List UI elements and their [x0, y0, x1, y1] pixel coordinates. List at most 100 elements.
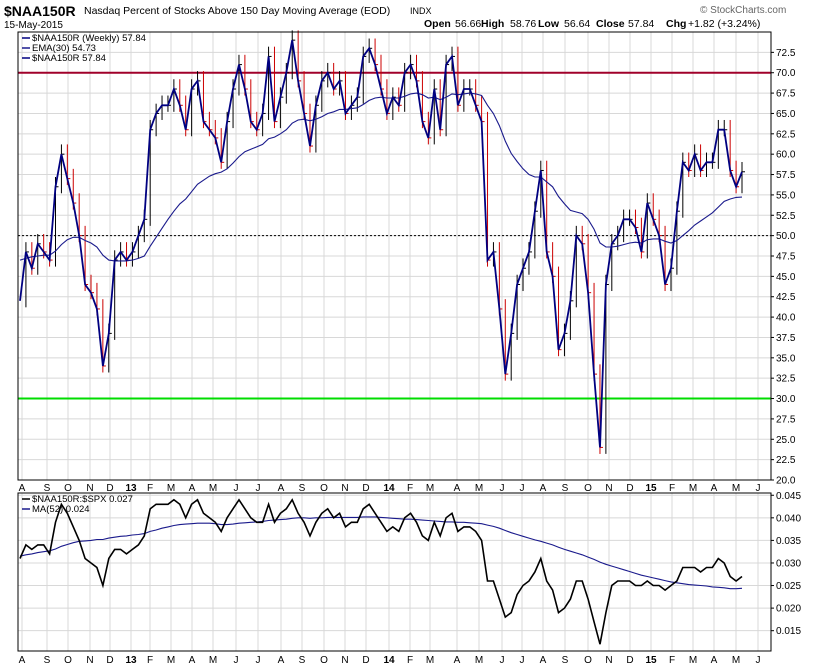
main-x-tick-label: O — [64, 483, 72, 494]
main-x-tick-label: S — [299, 483, 306, 494]
main-legend-label: $NAA150R 57.84 — [32, 53, 106, 64]
ratio-x-tick-label: F — [147, 655, 153, 666]
main-y-tick-label: 57.5 — [776, 170, 796, 181]
ratio-legend-label: $NAA150R:$SPX 0.027 — [32, 494, 133, 505]
main-x-tick-label: J — [500, 483, 505, 494]
main-y-tick-label: 32.5 — [776, 374, 796, 385]
close-label: Close — [596, 18, 625, 30]
ratio-x-tick-label: F — [669, 655, 675, 666]
main-x-tick-label: F — [407, 483, 413, 494]
ratio-x-tick-label: J — [256, 655, 261, 666]
chart-date: 15-May-2015 — [4, 20, 63, 31]
ratio-x-tick-label: S — [299, 655, 306, 666]
main-x-tick-label: 14 — [383, 483, 395, 494]
main-y-tick-label: 27.5 — [776, 414, 796, 425]
main-y-tick-label: 47.5 — [776, 252, 796, 263]
ratio-x-axis: A S O N D 13 F M A M J J A S O N D 14 F M A M J J A S O N D 15 F M A M J — [19, 655, 761, 666]
main-x-tick-label: A — [189, 483, 196, 494]
ratio-y-tick-label: 0.030 — [776, 558, 801, 569]
ratio-y-axis: 0.015 0.020 0.025 0.030 0.035 0.040 0.045 — [771, 491, 801, 637]
ratio-x-tick-label: 15 — [645, 655, 657, 666]
main-y-tick-label: 50.0 — [776, 231, 796, 242]
ratio-x-tick-label: J — [500, 655, 505, 666]
main-x-tick-label: J — [234, 483, 239, 494]
ratio-x-tick-label: D — [362, 655, 369, 666]
ema30-line — [19, 92, 743, 262]
main-y-tick-label: 35.0 — [776, 353, 796, 364]
ratio-x-tick-label: M — [426, 655, 434, 666]
symbol-description: Nasdaq Percent of Stocks Above 150 Day M… — [84, 5, 390, 17]
ratio-x-tick-label: D — [106, 655, 113, 666]
main-legend-label: $NAA150R (Weekly) 57.84 — [32, 33, 146, 44]
main-y-tick-label: 42.5 — [776, 292, 796, 303]
price-line — [19, 39, 743, 448]
ratio-x-tick-label: A — [711, 655, 718, 666]
close-value: 57.84 — [628, 18, 654, 30]
chg-label: Chg — [666, 18, 686, 30]
main-y-tick-label: 70.0 — [776, 68, 796, 79]
main-y-tick-label: 60.0 — [776, 150, 796, 161]
main-y-tick-label: 20.0 — [776, 476, 796, 487]
ratio-x-tick-label: A — [278, 655, 285, 666]
ratio-x-tick-label: O — [320, 655, 328, 666]
main-x-tick-label: A — [711, 483, 718, 494]
ratio-x-tick-label: A — [540, 655, 547, 666]
main-x-tick-label: F — [147, 483, 153, 494]
main-x-tick-label: A — [278, 483, 285, 494]
main-y-tick-label: 72.5 — [776, 48, 796, 59]
main-x-tick-label: A — [540, 483, 547, 494]
ratio-x-tick-label: J — [520, 655, 525, 666]
ratio-x-tick-label: A — [19, 655, 26, 666]
main-x-tick-label: S — [562, 483, 569, 494]
main-x-tick-label: O — [584, 483, 592, 494]
main-x-tick-label: D — [362, 483, 369, 494]
main-reference-lines — [18, 71, 771, 400]
main-y-tick-label: 40.0 — [776, 313, 796, 324]
ratio-x-tick-label: M — [475, 655, 483, 666]
main-x-tick-label: D — [106, 483, 113, 494]
main-x-tick-label: O — [320, 483, 328, 494]
open-label: Open — [424, 18, 451, 30]
ratio-grid — [18, 493, 771, 651]
main-x-tick-label: A — [454, 483, 461, 494]
main-y-tick-label: 25.0 — [776, 435, 796, 446]
low-value: 56.64 — [564, 18, 590, 30]
main-y-tick-label: 65.0 — [776, 109, 796, 120]
main-x-tick-label: N — [341, 483, 348, 494]
main-x-tick-label: M — [689, 483, 697, 494]
ratio-line — [19, 498, 743, 645]
main-x-tick-label: S — [44, 483, 51, 494]
main-y-tick-label: 37.5 — [776, 333, 796, 344]
ratio-x-tick-label: M — [732, 655, 740, 666]
main-x-tick-label: A — [19, 483, 26, 494]
main-y-axis: 20.0 22.5 25.0 27.5 30.0 32.5 35.0 37.5 40.0 42.5… — [771, 48, 796, 487]
ratio-x-tick-label: M — [209, 655, 217, 666]
ratio-y-tick-label: 0.035 — [776, 536, 801, 547]
main-y-tick-label: 45.0 — [776, 272, 796, 283]
open-value: 56.66 — [455, 18, 481, 30]
main-y-tick-label: 55.0 — [776, 190, 796, 201]
high-label: High — [481, 18, 504, 30]
main-x-tick-label: 13 — [125, 483, 137, 494]
main-y-tick-label: 62.5 — [776, 129, 796, 140]
ratio-x-tick-label: M — [167, 655, 175, 666]
main-x-tick-label: D — [626, 483, 633, 494]
ratio-legend-label: MA(52) 0.024 — [32, 504, 90, 515]
ratio-y-tick-label: 0.040 — [776, 513, 801, 524]
ratio-x-tick-label: A — [454, 655, 461, 666]
ratio-x-tick-label: O — [584, 655, 592, 666]
high-value: 58.76 — [510, 18, 536, 30]
main-x-tick-label: M — [732, 483, 740, 494]
low-label: Low — [538, 18, 560, 30]
main-x-axis: A S O N D 13 F M A M J J A S O N D 14 F M A M J J A S O N D 15 F M A M J — [19, 483, 761, 494]
ratio-x-tick-label: N — [605, 655, 612, 666]
ratio-x-tick-label: J — [234, 655, 239, 666]
main-y-tick-label: 30.0 — [776, 394, 796, 405]
main-x-tick-label: M — [167, 483, 175, 494]
ratio-x-tick-label: S — [44, 655, 51, 666]
main-legend-label: EMA(30) 54.73 — [32, 43, 96, 54]
symbol-title: $NAA150R — [4, 3, 76, 19]
ratio-x-tick-label: D — [626, 655, 633, 666]
